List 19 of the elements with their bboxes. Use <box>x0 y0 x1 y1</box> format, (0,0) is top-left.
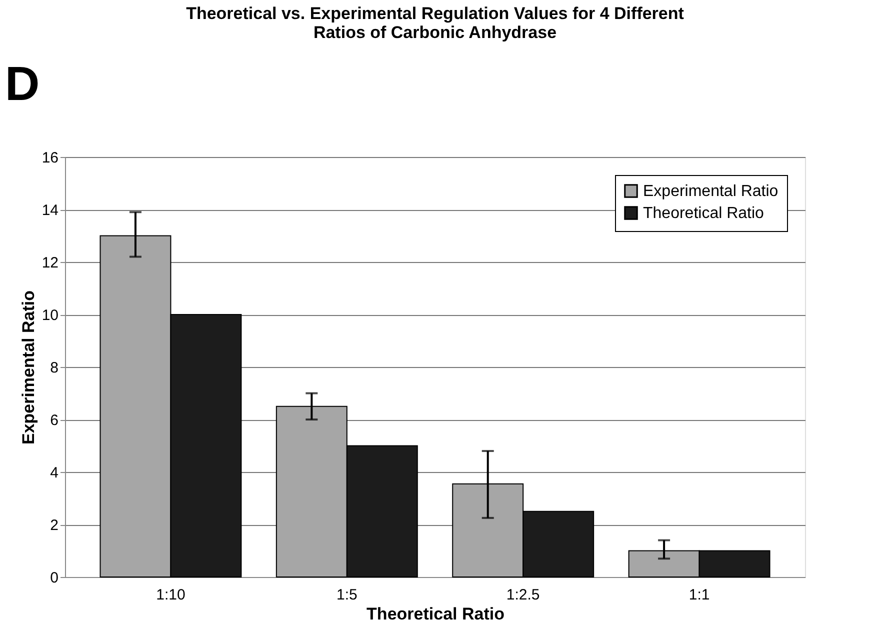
legend-label: Theoretical Ratio <box>643 205 764 222</box>
y-axis-title: Experimental Ratio <box>18 290 38 444</box>
y-tick-label: 14 <box>42 202 58 219</box>
y-tick-label: 8 <box>50 360 58 376</box>
x-tick-label: 1:1 <box>688 586 710 604</box>
y-tick-label: 2 <box>50 517 58 534</box>
y-tick-label: 4 <box>50 464 58 482</box>
y-tick-label: 6 <box>50 412 58 429</box>
x-tick-label: 1:5 <box>336 586 358 604</box>
x-tick-label: 1:2.5 <box>506 586 540 604</box>
y-tick-label: 0 <box>50 570 58 586</box>
x-tick-label: 1:10 <box>156 586 186 604</box>
y-tick-label: 10 <box>42 307 58 324</box>
x-axis-title: Theoretical Ratio <box>366 604 504 624</box>
chart-title: Theoretical vs. Experimental Regulation Values for 4 Different Ratios of Carbonic Anhydrase <box>186 4 684 42</box>
y-tick-label: 16 <box>42 150 58 166</box>
text: D <box>5 58 40 111</box>
y-tick-label: 12 <box>42 254 58 272</box>
legend-label: Experimental Ratio <box>643 183 778 200</box>
